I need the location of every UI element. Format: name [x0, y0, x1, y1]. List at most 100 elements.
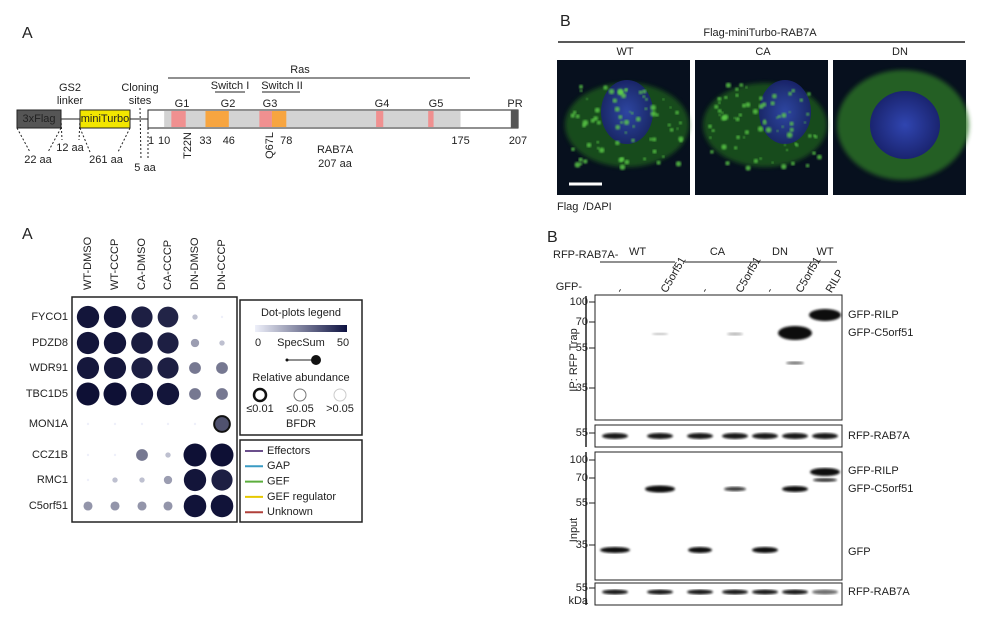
motif-band [376, 111, 384, 127]
dot [183, 468, 207, 492]
line [79, 127, 91, 153]
puncta [786, 132, 793, 138]
residue-number: 78 [280, 135, 292, 147]
blot-membrane [594, 294, 843, 421]
bait-label: RFP-RAB7A- [553, 249, 619, 261]
blot-band [652, 332, 668, 336]
legend-frame [239, 299, 363, 436]
dot [165, 452, 171, 458]
puncta [752, 108, 759, 115]
length-label: 5 aa [134, 162, 156, 174]
puncta [678, 121, 682, 125]
band-label: GFP [848, 546, 871, 558]
length-label: 22 aa [24, 154, 52, 166]
tag-label: miniTurbo [81, 113, 130, 125]
condition-label: CA [755, 46, 771, 58]
mutation-label: T22N [182, 132, 194, 159]
puncta [594, 107, 600, 113]
puncta [788, 91, 792, 96]
blot-band [778, 326, 812, 340]
dot [103, 331, 127, 355]
motif-band [205, 111, 229, 127]
puncta [803, 121, 807, 124]
dot [83, 501, 93, 511]
puncta [717, 109, 722, 113]
puncta [642, 95, 646, 99]
puncta [608, 88, 615, 95]
puncta [632, 125, 635, 128]
puncta [734, 146, 738, 150]
puncta [678, 136, 684, 142]
puncta [638, 90, 643, 95]
column-label: CA-CCCP [162, 240, 174, 290]
dot [163, 475, 173, 485]
band-label: RFP-RAB7A [848, 586, 910, 598]
puncta [771, 161, 774, 164]
puncta [799, 98, 804, 102]
nucleus [601, 80, 653, 144]
puncta [783, 144, 787, 147]
puncta [624, 88, 628, 93]
abundance-label: Relative abundance [252, 372, 349, 384]
dot [137, 501, 147, 511]
mw-unit: kDa [568, 595, 588, 607]
residue-number: 33 [199, 135, 211, 147]
puncta [652, 137, 657, 142]
puncta [631, 138, 635, 143]
row-label: TBC1D5 [26, 388, 68, 400]
residue-number: 10 [158, 135, 170, 147]
dot [166, 422, 170, 426]
condition-label: WT [616, 46, 633, 58]
puncta [725, 82, 732, 88]
dot [210, 494, 234, 518]
puncta [571, 147, 575, 152]
puncta [615, 140, 620, 146]
puncta [722, 114, 729, 120]
blot-band [786, 361, 804, 365]
blot-band [647, 433, 673, 439]
blot-band [645, 485, 675, 493]
puncta [667, 123, 671, 127]
blot-band [687, 433, 713, 439]
blot-band [724, 486, 746, 492]
dot [76, 356, 100, 380]
puncta [614, 106, 620, 112]
puncta [578, 84, 584, 89]
puncta [777, 114, 781, 119]
motif-band [271, 111, 287, 127]
motif-band [171, 111, 186, 127]
dot [219, 340, 225, 346]
puncta [708, 124, 712, 129]
mutation-label: Q67L [264, 132, 276, 159]
row-label: PDZD8 [32, 337, 68, 349]
blot-band [809, 309, 841, 321]
residue-number: 207 [509, 135, 527, 147]
puncta [775, 116, 779, 119]
puncta [643, 157, 647, 161]
size-key [285, 358, 289, 362]
dot [136, 449, 148, 461]
bfdr-label: BFDR [286, 418, 316, 430]
puncta [771, 93, 777, 99]
puncta [586, 142, 592, 148]
dot [130, 382, 154, 406]
lane-label: - [614, 285, 626, 294]
puncta [739, 83, 744, 87]
puncta [742, 136, 746, 139]
puncta [805, 163, 810, 168]
blot-band [782, 433, 808, 439]
blot-band [688, 547, 712, 553]
prenylation-site [510, 110, 518, 128]
dot [103, 356, 127, 380]
column-label: CA-DMSO [136, 238, 148, 290]
switch-label: Switch I [211, 80, 250, 92]
row-label: CCZ1B [32, 449, 68, 461]
puncta [619, 164, 626, 170]
puncta [621, 93, 627, 99]
puncta [669, 128, 674, 132]
mw-marker: 55 [576, 497, 588, 509]
puncta [655, 113, 659, 117]
puncta [620, 120, 624, 124]
puncta [579, 89, 583, 93]
threshold-label: ≤0.01 [246, 403, 273, 415]
